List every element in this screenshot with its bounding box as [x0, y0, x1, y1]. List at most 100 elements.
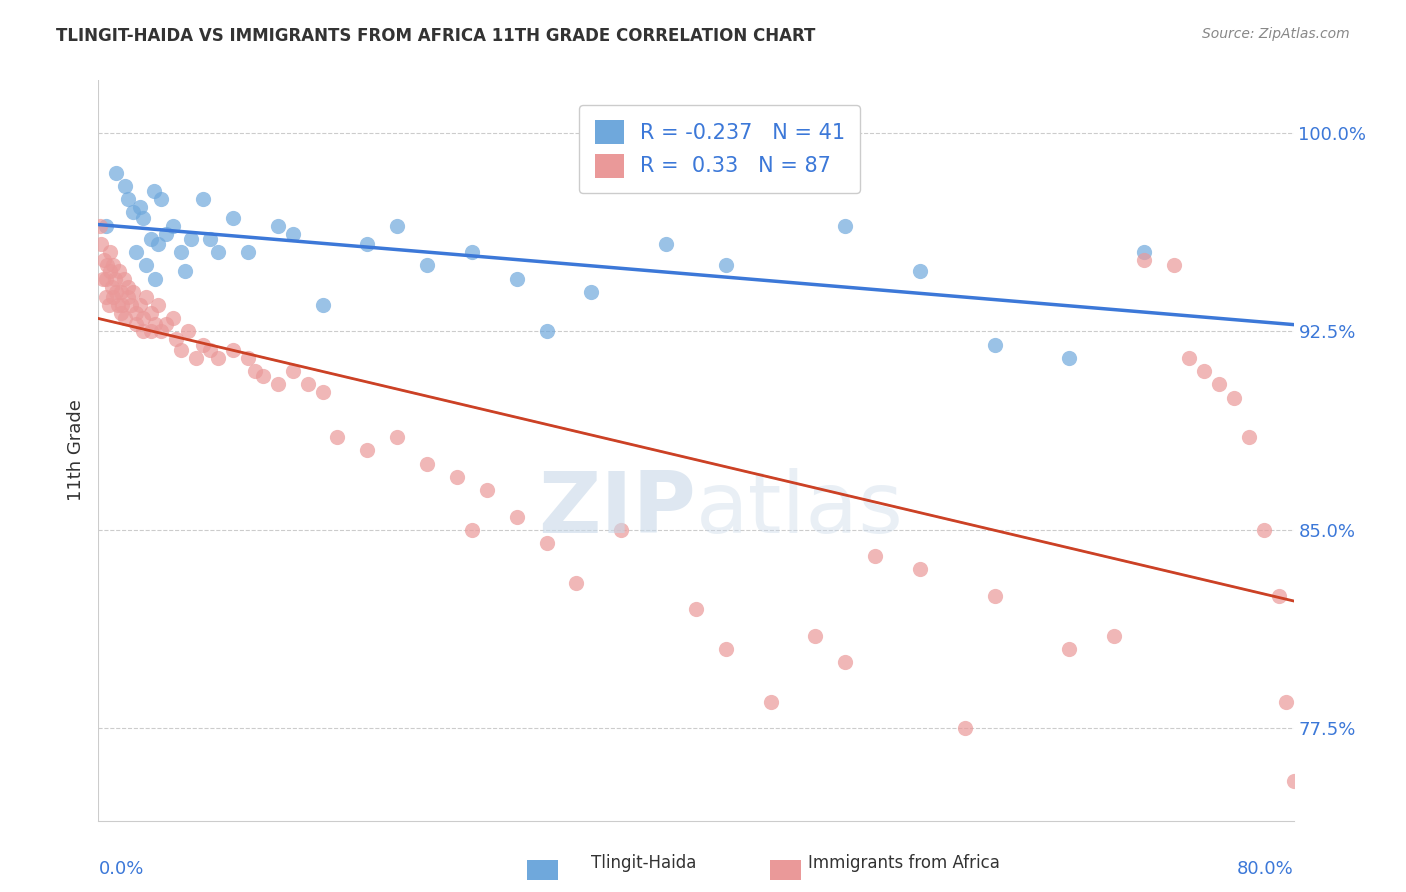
Point — [297, 377, 319, 392]
Point — [98, 263, 122, 277]
Point — [150, 325, 173, 339]
Point — [1208, 377, 1230, 392]
Point — [1223, 391, 1246, 405]
Point — [162, 311, 184, 326]
Point — [120, 298, 142, 312]
Point — [129, 298, 152, 312]
Point — [91, 271, 114, 285]
Point — [222, 211, 245, 225]
Text: ZIP: ZIP — [538, 468, 696, 551]
Point — [804, 629, 827, 643]
Point — [311, 298, 333, 312]
Point — [311, 385, 333, 400]
Point — [1282, 774, 1305, 789]
Point — [984, 589, 1007, 603]
Point — [169, 343, 191, 357]
Point — [142, 185, 165, 199]
Point — [475, 483, 498, 497]
Point — [536, 325, 558, 339]
Point — [94, 271, 117, 285]
Point — [908, 562, 931, 576]
Point — [356, 237, 378, 252]
Point — [267, 219, 290, 233]
Point — [565, 575, 588, 590]
Point — [281, 364, 304, 378]
Point — [200, 232, 222, 246]
Point — [506, 271, 529, 285]
Point — [117, 290, 139, 304]
Point — [104, 271, 127, 285]
Point — [114, 179, 136, 194]
Point — [655, 237, 678, 252]
Text: 0.0%: 0.0% — [98, 860, 143, 879]
Point — [385, 430, 409, 444]
Point — [125, 306, 148, 320]
Text: TLINGIT-HAIDA VS IMMIGRANTS FROM AFRICA 11TH GRADE CORRELATION CHART: TLINGIT-HAIDA VS IMMIGRANTS FROM AFRICA … — [56, 27, 815, 45]
Point — [110, 306, 132, 320]
Point — [143, 317, 166, 331]
Point — [184, 351, 207, 365]
Point — [446, 470, 468, 484]
Point — [581, 285, 603, 299]
Point — [174, 263, 197, 277]
Point — [207, 245, 229, 260]
Point — [245, 364, 267, 378]
Y-axis label: 11th Grade: 11th Grade — [66, 400, 84, 501]
Point — [112, 271, 135, 285]
Point — [1059, 641, 1081, 656]
Point — [108, 263, 131, 277]
Point — [984, 337, 1007, 351]
Point — [1163, 259, 1185, 273]
Text: atlas: atlas — [696, 468, 904, 551]
Point — [714, 259, 737, 273]
Point — [281, 227, 304, 241]
Point — [865, 549, 887, 564]
Text: Source: ZipAtlas.com: Source: ZipAtlas.com — [1202, 27, 1350, 41]
Point — [165, 333, 187, 347]
Point — [180, 232, 202, 246]
Point — [1275, 695, 1298, 709]
Point — [1059, 351, 1081, 365]
Text: Tlingit-Haida: Tlingit-Haida — [591, 855, 696, 872]
Point — [139, 232, 162, 246]
Point — [1104, 629, 1126, 643]
Point — [94, 219, 117, 233]
Point — [908, 263, 931, 277]
Point — [162, 219, 184, 233]
Point — [1267, 589, 1289, 603]
Point — [103, 259, 125, 273]
Point — [834, 655, 856, 669]
Point — [207, 351, 229, 365]
Point — [155, 317, 177, 331]
Point — [97, 298, 120, 312]
Point — [150, 192, 173, 206]
Point — [200, 343, 222, 357]
Point — [1253, 523, 1275, 537]
Point — [416, 457, 439, 471]
Point — [155, 227, 177, 241]
Point — [125, 317, 148, 331]
Point — [1178, 351, 1201, 365]
Point — [1133, 253, 1156, 268]
Point — [143, 271, 166, 285]
Point — [252, 369, 274, 384]
Point — [1133, 245, 1156, 260]
Point — [461, 523, 484, 537]
Point — [1237, 430, 1260, 444]
Point — [267, 377, 290, 392]
Point — [93, 253, 115, 268]
Point — [103, 290, 125, 304]
Point — [953, 721, 976, 735]
Point — [236, 351, 259, 365]
Point — [385, 219, 409, 233]
Point — [169, 245, 191, 260]
Point — [132, 211, 155, 225]
Point — [1192, 364, 1215, 378]
Point — [89, 219, 111, 233]
Point — [714, 641, 737, 656]
Point — [121, 285, 143, 299]
Point — [117, 192, 139, 206]
Point — [132, 311, 155, 326]
Point — [135, 259, 157, 273]
Point — [416, 259, 439, 273]
